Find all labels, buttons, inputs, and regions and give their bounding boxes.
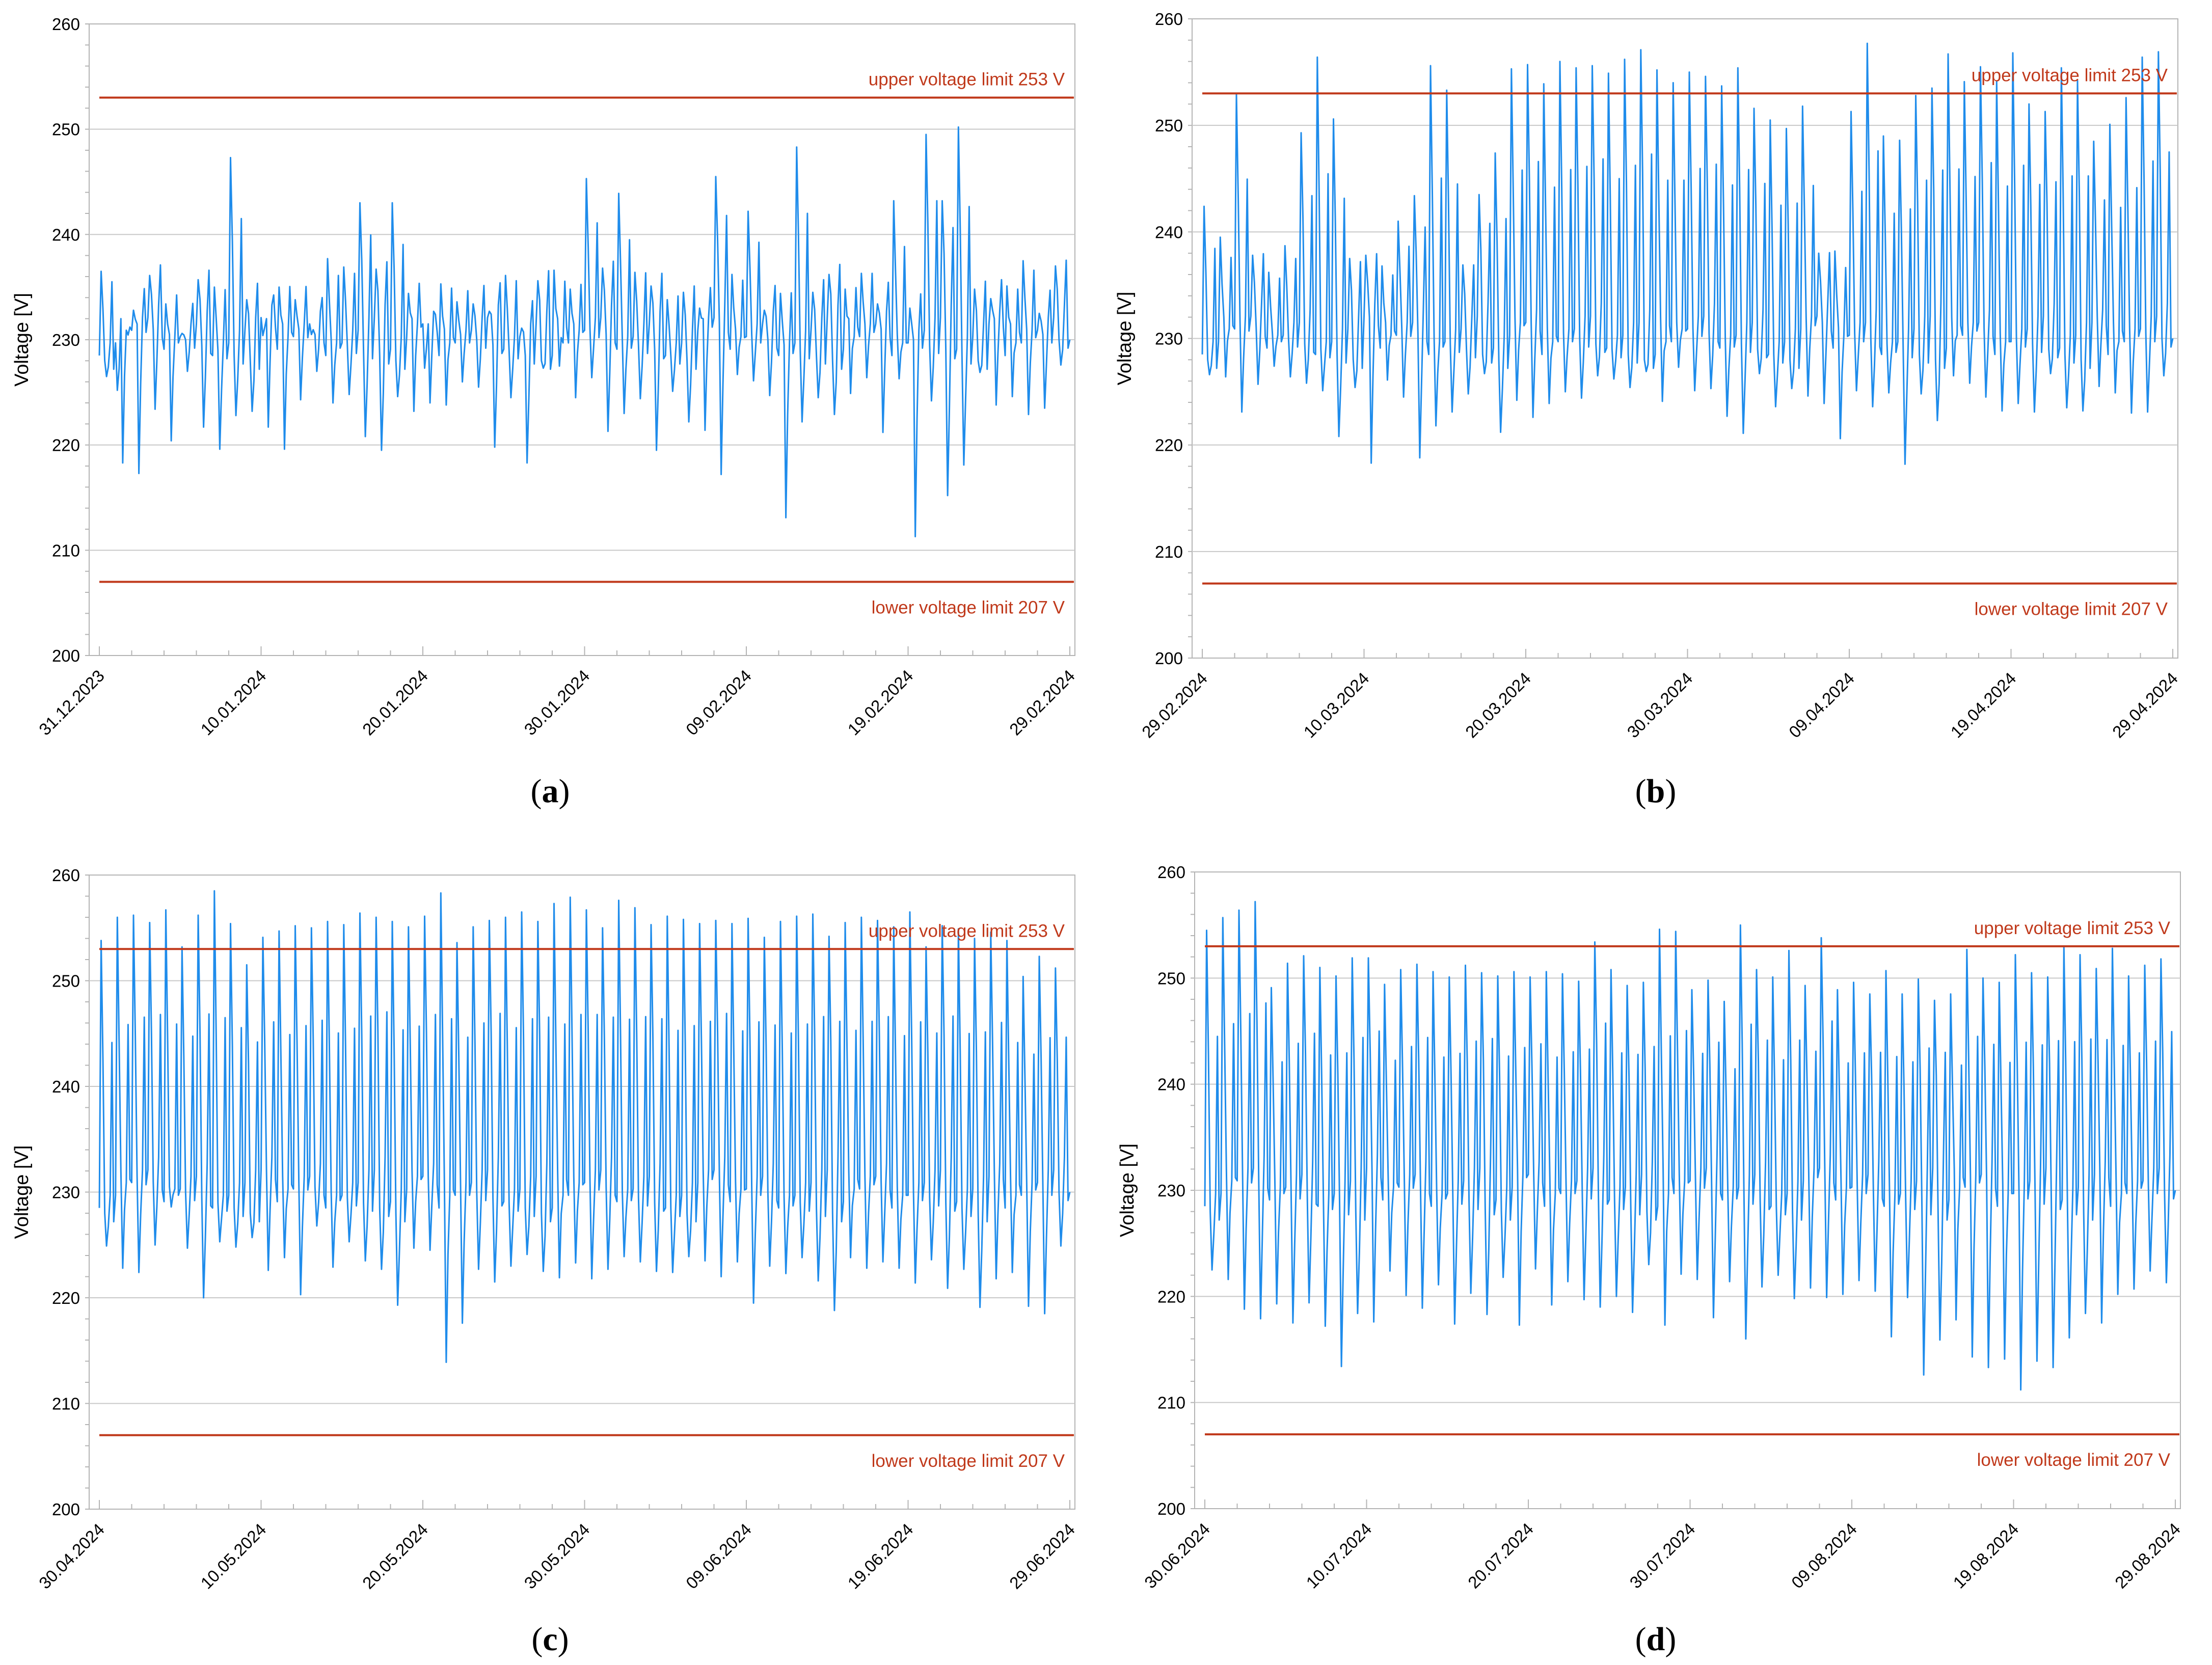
panel-a-caption: (a) xyxy=(531,773,570,810)
panel-d-x-tick-label: 30.06.2024 xyxy=(1141,1519,1213,1592)
panel-a-y-tick-label: 240 xyxy=(52,225,80,244)
panel-a-y-tick-label: 260 xyxy=(52,15,80,34)
panel-c-y-axis-title: Voltage [V] xyxy=(11,1145,33,1239)
panel-c-y-tick-label: 220 xyxy=(52,1289,80,1307)
panel-d-y-tick-label: 240 xyxy=(1157,1075,1185,1094)
panel-a-y-tick-label: 200 xyxy=(52,646,80,665)
panel-a-y-axis-title: Voltage [V] xyxy=(11,293,33,387)
panel-d-upper-limit-label: upper voltage limit 253 V xyxy=(1974,918,2171,938)
panel-d-y-tick-label: 250 xyxy=(1157,969,1185,988)
panel-c-y-tick-label: 250 xyxy=(52,972,80,991)
panel-a-chart: 200 210 220 230 240 250 260 31.12.2023 10.01.202… xyxy=(11,15,1078,810)
panel-b-y-tick-label: 210 xyxy=(1155,542,1183,561)
panel-a-y-tick-label: 250 xyxy=(52,120,80,139)
panel-b-y-tick-label: 200 xyxy=(1155,649,1183,668)
panel-c-x-tick-label: 30.04.2024 xyxy=(35,1520,108,1593)
panel-d-caption-open-paren: ( xyxy=(1635,1621,1647,1658)
panel-b-caption: (b) xyxy=(1635,773,1677,810)
panel-d-chart: 200 210 220 230 240 250 260 30.06.2024 10.07.202… xyxy=(1117,863,2184,1658)
panel-d-y-tick-label: 220 xyxy=(1157,1287,1185,1306)
panel-c-caption-close-paren: ) xyxy=(558,1621,569,1658)
panel-c-voltage-series-line xyxy=(98,890,1071,1363)
panel-d-x-tick-label: 29.08.2024 xyxy=(2111,1519,2184,1592)
panel-d-x-tick-label: 19.08.2024 xyxy=(1949,1519,2022,1592)
panel-a-x-tick-label: 29.02.2024 xyxy=(1006,666,1078,739)
panel-b-y-tick-label: 220 xyxy=(1155,436,1183,455)
panel-b-caption-letter: b xyxy=(1647,773,1665,810)
panel-d-x-tick-label: 10.07.2024 xyxy=(1302,1519,1375,1592)
panel-c-chart: 200 210 220 230 240 250 260 30.04.2024 10.05.202… xyxy=(11,866,1078,1658)
panel-c-caption: (c) xyxy=(531,1621,569,1658)
panel-c-y-tick-label: 200 xyxy=(52,1500,80,1519)
panel-b-y-tick-label: 250 xyxy=(1155,116,1183,135)
panel-d-y-tick-label: 210 xyxy=(1157,1394,1185,1412)
panel-d-y-tick-label: 200 xyxy=(1157,1499,1185,1518)
panel-c-x-tick-label: 29.06.2024 xyxy=(1006,1520,1078,1593)
panel-d-caption-close-paren: ) xyxy=(1665,1621,1676,1658)
panel-b-x-tick-label: 29.02.2024 xyxy=(1138,669,1211,742)
panel-d-y-tick-label: 260 xyxy=(1157,863,1185,882)
panel-a-x-tick-label: 20.01.2024 xyxy=(359,666,431,739)
panel-b-y-tick-label: 240 xyxy=(1155,223,1183,241)
panel-a-upper-limit-label: upper voltage limit 253 V xyxy=(869,70,1065,90)
panel-d-y-tick-label: 230 xyxy=(1157,1181,1185,1200)
panel-a-y-tick-label: 210 xyxy=(52,541,80,560)
panel-a-caption-open-paren: ( xyxy=(531,773,542,810)
panel-b-y-tick-label: 230 xyxy=(1155,330,1183,348)
panel-b-lower-limit-label: lower voltage limit 207 V xyxy=(1975,599,2168,619)
panel-c-x-tick-label: 20.05.2024 xyxy=(359,1520,431,1593)
panel-c-upper-limit-label: upper voltage limit 253 V xyxy=(869,921,1065,941)
panel-d-lower-limit-label: lower voltage limit 207 V xyxy=(1977,1450,2171,1470)
panel-c-x-tick-label: 09.06.2024 xyxy=(682,1520,755,1593)
panel-b-x-tick-label: 09.04.2024 xyxy=(1785,669,1858,742)
panel-d-caption-letter: d xyxy=(1647,1621,1665,1658)
panel-b-upper-limit-label: upper voltage limit 253 V xyxy=(1972,65,2168,85)
panel-a-caption-letter: a xyxy=(542,773,559,810)
panel-c-caption-letter: c xyxy=(543,1621,557,1658)
panel-c-x-tick-label: 30.05.2024 xyxy=(520,1520,593,1593)
panel-a-x-tick-label: 19.02.2024 xyxy=(844,666,916,739)
panel-a-x-tick-label: 10.01.2024 xyxy=(197,666,269,739)
panel-b-x-tick-label: 19.04.2024 xyxy=(1947,669,2019,742)
panel-a-x-tick-label: 31.12.2023 xyxy=(35,666,108,739)
panel-b-chart: 200 210 220 230 240 250 260 29.02.2024 10.03.202… xyxy=(1114,10,2181,810)
panel-a-x-tick-label: 30.01.2024 xyxy=(520,666,593,739)
panel-d-x-tick-label: 30.07.2024 xyxy=(1626,1519,1698,1592)
panel-b-y-axis-title: Voltage [V] xyxy=(1114,292,1136,386)
panel-c-y-tick-label: 260 xyxy=(52,866,80,885)
panel-c-y-tick-label: 230 xyxy=(52,1183,80,1202)
panel-b-x-tick-label: 10.03.2024 xyxy=(1300,669,1372,742)
panel-c-y-tick-label: 240 xyxy=(52,1077,80,1096)
panel-d-y-axis-title: Voltage [V] xyxy=(1117,1143,1138,1237)
panel-a-y-tick-label: 230 xyxy=(52,331,80,349)
panel-a-lower-limit-label: lower voltage limit 207 V xyxy=(872,597,1065,617)
panel-c-lower-limit-label: lower voltage limit 207 V xyxy=(872,1451,1065,1471)
panel-b-caption-open-paren: ( xyxy=(1635,773,1647,810)
panel-c-x-tick-label: 10.05.2024 xyxy=(197,1520,269,1593)
panel-a-voltage-series-line xyxy=(98,126,1071,537)
panel-b-caption-close-paren: ) xyxy=(1665,773,1676,810)
panel-c-x-tick-label: 19.06.2024 xyxy=(844,1520,916,1593)
panel-c-y-tick-label: 210 xyxy=(52,1395,80,1413)
panel-a-x-tick-label: 09.02.2024 xyxy=(682,666,755,739)
panel-d-caption: (d) xyxy=(1635,1621,1677,1658)
panel-b-y-tick-label: 260 xyxy=(1155,10,1183,29)
panel-d-voltage-series-line xyxy=(1204,900,2176,1391)
panel-b-x-tick-label: 30.03.2024 xyxy=(1623,669,1696,742)
panel-b-x-tick-label: 20.03.2024 xyxy=(1462,669,1534,742)
panel-a-caption-close-paren: ) xyxy=(559,773,570,810)
panel-c-caption-open-paren: ( xyxy=(531,1621,543,1658)
panel-b-x-tick-label: 29.04.2024 xyxy=(2109,669,2181,742)
panel-a-y-tick-label: 220 xyxy=(52,436,80,455)
panel-d-x-tick-label: 09.08.2024 xyxy=(1788,1519,1860,1592)
panel-b-voltage-series-line xyxy=(1201,42,2174,465)
panel-d-x-tick-label: 20.07.2024 xyxy=(1464,1519,1537,1592)
